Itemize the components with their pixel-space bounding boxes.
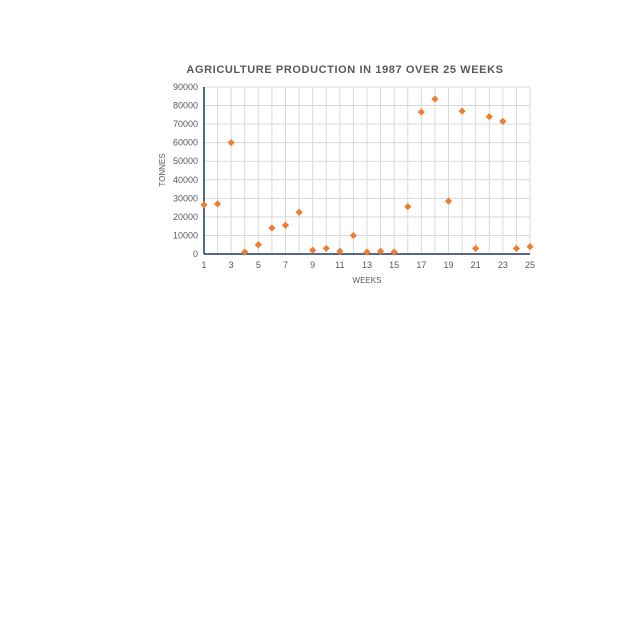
x-tick-label: 3: [229, 260, 234, 270]
data-point: [363, 248, 371, 256]
grid-lines: [203, 86, 531, 255]
data-point: [512, 244, 521, 253]
data-point: [431, 95, 439, 103]
y-tick-label: 90000: [173, 82, 198, 92]
y-tick-label: 70000: [173, 119, 198, 129]
data-point: [472, 244, 480, 253]
data-point: [241, 248, 249, 256]
y-tick-label: 60000: [173, 138, 198, 148]
y-tick-label: 20000: [173, 212, 198, 222]
x-tick-label: 5: [256, 260, 261, 270]
x-tick-label: 1: [201, 260, 206, 270]
x-tick-label: 13: [362, 260, 372, 270]
data-point: [444, 197, 453, 205]
data-point: [376, 247, 385, 255]
data-point: [390, 248, 398, 256]
y-tick-label: 50000: [173, 156, 198, 166]
x-tick-label: 15: [389, 260, 399, 270]
x-tick-label: 17: [416, 260, 426, 270]
data-point: [417, 108, 425, 116]
x-tick-label: 9: [310, 260, 315, 270]
y-tick-label: 10000: [173, 230, 198, 240]
data-point: [499, 117, 507, 125]
data-point: [485, 113, 493, 121]
y-tick-label: 80000: [173, 101, 198, 111]
data-point: [458, 107, 466, 115]
x-tick-label: 7: [283, 260, 288, 270]
chart-title: AGRICULTURE PRODUCTION IN 1987 OVER 25 W…: [186, 64, 503, 76]
tick-labels: 0 10000 20000 30000 40000 50000 60000 70000 8000…: [173, 82, 535, 270]
data-points: [200, 95, 534, 256]
data-point: [281, 221, 290, 229]
x-tick-label: 21: [471, 260, 481, 270]
data-point: [254, 241, 262, 249]
data-point: [404, 203, 412, 211]
y-tick-label: 0: [193, 249, 198, 259]
data-point: [349, 231, 358, 240]
data-point: [526, 242, 534, 251]
data-point: [295, 208, 303, 216]
data-point: [213, 200, 222, 208]
x-tick-label: 19: [443, 260, 453, 270]
data-point: [268, 224, 276, 232]
data-point: [227, 139, 235, 147]
y-tick-label: 40000: [173, 175, 198, 185]
y-axis-title: TONNES: [158, 153, 167, 186]
x-tick-label: 11: [335, 260, 344, 270]
data-point: [200, 201, 208, 209]
data-point: [309, 246, 317, 254]
y-tick-label: 30000: [173, 193, 198, 203]
data-point: [336, 247, 344, 255]
x-tick-label: 23: [498, 260, 508, 270]
x-tick-label: 25: [525, 260, 535, 270]
x-axis-title: WEEKS: [353, 276, 382, 285]
data-point: [322, 244, 330, 253]
